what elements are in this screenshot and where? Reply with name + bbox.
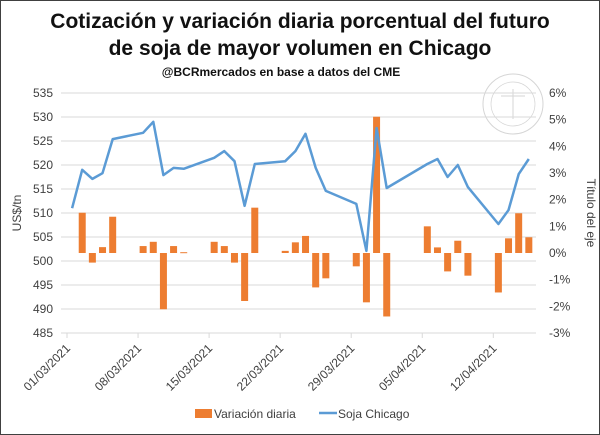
y2-tick-label: -2%	[549, 299, 571, 313]
bar-variacion-diaria	[352, 253, 360, 267]
y-tick-label: 515	[33, 182, 53, 196]
y2-tick-label: 6%	[549, 86, 567, 100]
series-line-soja-chicago	[70, 120, 530, 253]
bar-variacion-diaria	[515, 213, 523, 253]
bar-variacion-diaria	[525, 237, 533, 253]
y-tick-label: 535	[33, 86, 53, 100]
bar-variacion-diaria	[109, 216, 117, 253]
x-tick-label: 05/04/2021	[376, 341, 429, 394]
y2-tick-label: -1%	[549, 273, 571, 287]
bar-variacion-diaria	[159, 253, 167, 310]
y2-tick-label: 3%	[549, 166, 567, 180]
bar-variacion-diaria	[78, 212, 86, 253]
legend-label-variacion: Variación diaria	[214, 407, 296, 421]
x-tick-label: 15/03/2021	[163, 341, 216, 394]
y2-tick-label: 1%	[549, 219, 567, 233]
bar-variacion-diaria	[505, 238, 513, 253]
bar-variacion-diaria	[383, 253, 391, 317]
bar-variacion-diaria	[170, 246, 178, 253]
bar-variacion-diaria	[494, 253, 502, 293]
bar-variacion-diaria	[149, 241, 157, 253]
bar-variacion-diaria	[251, 207, 259, 253]
y-tick-label: 500	[33, 254, 53, 268]
y-tick-label: 505	[33, 230, 53, 244]
legend: Variación diaria Soja Chicago	[195, 407, 410, 421]
x-tick-label: 29/03/2021	[305, 341, 358, 394]
chart-subtitle: @BCRmercados en base a datos del CME	[162, 65, 400, 79]
y-tick-label: 520	[33, 158, 53, 172]
x-tick-label: 12/04/2021	[447, 341, 500, 394]
y2-tick-label: 4%	[549, 139, 567, 153]
x-tick-label: 01/03/2021	[21, 341, 74, 394]
bar-variacion-diaria	[423, 226, 431, 253]
bar-variacion-diaria	[210, 241, 218, 253]
bar-variacion-diaria	[241, 253, 249, 301]
bar-variacion-diaria	[444, 253, 452, 272]
y2-axis-label: Título del eje	[584, 179, 598, 248]
y-tick-label: 485	[33, 326, 53, 340]
y2-tick-label: 0%	[549, 246, 567, 260]
y-tick-label: 495	[33, 278, 53, 292]
y2-tick-label: 5%	[549, 113, 567, 127]
bar-variacion-diaria	[230, 253, 238, 263]
bar-variacion-diaria	[281, 250, 289, 253]
legend-label-soja: Soja Chicago	[338, 407, 410, 421]
bar-variacion-diaria	[139, 246, 147, 253]
bar-variacion-diaria	[433, 247, 441, 253]
y-tick-label: 530	[33, 110, 53, 124]
x-tick-label: 08/03/2021	[92, 341, 145, 394]
seal-logo	[482, 73, 544, 135]
bar-variacion-diaria	[454, 240, 462, 253]
x-tick-label: 22/03/2021	[234, 341, 287, 394]
bar-variacion-diaria	[291, 242, 299, 253]
y2-tick-label: 2%	[549, 193, 567, 207]
y-tick-label: 490	[33, 302, 53, 316]
chart-title-line2: de soja de mayor volumen en Chicago	[109, 37, 492, 60]
chart-title-line1: Cotización y variación diaria porcentual…	[50, 10, 549, 33]
legend-swatch-bar	[195, 409, 212, 418]
y-tick-label: 510	[33, 206, 53, 220]
bar-variacion-diaria	[88, 253, 96, 263]
y2-tick-label: -3%	[549, 326, 571, 340]
y-axis-label: US$/tn	[10, 195, 24, 232]
bar-variacion-diaria	[464, 253, 472, 276]
bar-variacion-diaria	[312, 253, 320, 288]
bar-variacion-diaria	[302, 235, 310, 253]
bar-variacion-diaria	[373, 116, 381, 253]
bar-variacion-diaria	[99, 247, 107, 253]
bar-variacion-diaria	[322, 253, 330, 279]
bar-variacion-diaria	[362, 253, 370, 303]
y-tick-label: 525	[33, 134, 53, 148]
bar-variacion-diaria	[220, 246, 228, 253]
bar-variacion-diaria	[180, 252, 188, 254]
